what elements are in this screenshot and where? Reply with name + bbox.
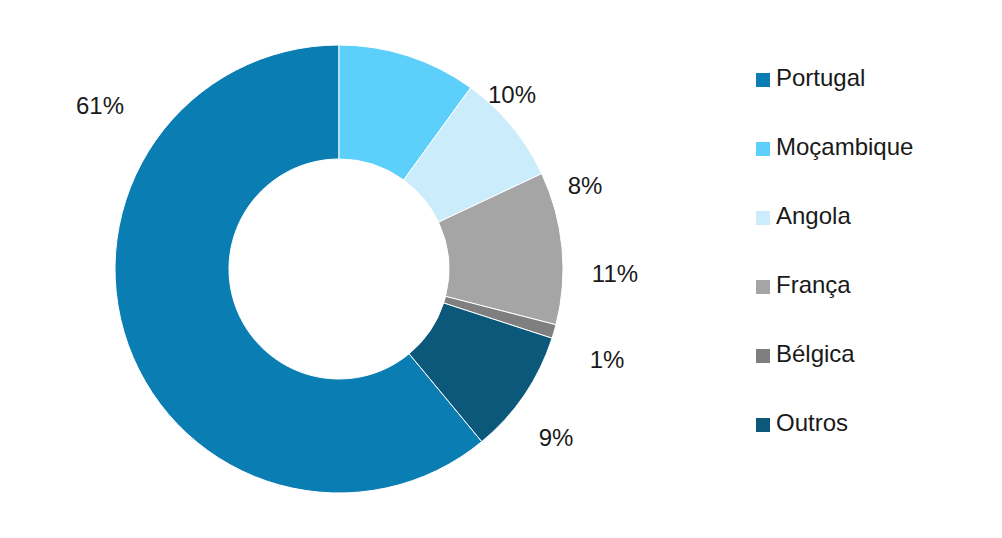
slice — [115, 45, 482, 493]
data-label: 11% — [592, 260, 638, 287]
legend-swatch — [756, 73, 770, 87]
chart: 61% 10% 8% 11% 1% 9% Portugal Moçambique Angola F… — [0, 0, 1002, 538]
legend-swatch — [756, 280, 770, 294]
data-label: 10% — [488, 81, 536, 108]
legend-swatch — [756, 418, 770, 432]
legend-label: Moçambique — [776, 133, 913, 160]
legend: Portugal Moçambique Angola França Bélgica Out… — [756, 64, 913, 436]
legend-label: França — [776, 271, 851, 298]
data-label: 8% — [568, 172, 603, 199]
legend-swatch — [756, 211, 770, 225]
legend-swatch — [756, 142, 770, 156]
slice — [409, 303, 552, 442]
data-label: 61% — [76, 92, 124, 119]
legend-label: Bélgica — [776, 340, 855, 367]
data-label: 9% — [539, 424, 574, 451]
legend-label: Outros — [776, 409, 848, 436]
legend-swatch — [756, 349, 770, 363]
data-label: 1% — [590, 346, 625, 373]
legend-label: Portugal — [776, 64, 865, 91]
legend-label: Angola — [776, 202, 851, 229]
slices — [115, 45, 563, 493]
